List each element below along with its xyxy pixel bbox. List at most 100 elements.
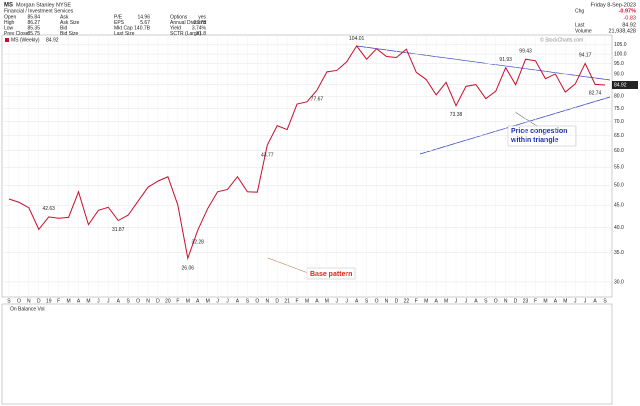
x-tick-label: D <box>395 298 399 304</box>
price-line <box>8 45 606 261</box>
triangle-note: within triangle <box>510 137 559 144</box>
change: -0.83 <box>623 15 636 21</box>
stat-label: Prev Close <box>4 31 29 37</box>
x-tick-label: O <box>136 298 140 304</box>
volume: 21,938,428 <box>608 28 636 34</box>
y-tick-label: 100.0 <box>614 51 627 57</box>
stat-label: Ask <box>60 14 69 20</box>
stat-label: Annual Dividend <box>170 20 207 26</box>
arrow <box>267 257 309 274</box>
x-tick-label: N <box>385 298 389 304</box>
legend-value: 84.92 <box>46 37 59 43</box>
x-tick-label: M <box>66 298 70 304</box>
y-tick-label: 30.0 <box>614 279 624 285</box>
stat-value: 85.75 <box>27 31 40 37</box>
x-tick-label: J <box>345 298 348 304</box>
lower-panel <box>1 303 613 405</box>
last-price: 84.92 <box>614 82 627 88</box>
sector: Financial / Investment Services <box>4 8 74 14</box>
legend-name: MS (Weekly) <box>11 37 40 43</box>
x-tick-label: A <box>117 298 121 304</box>
x-tick-label: 22 <box>404 298 410 304</box>
y-tick-label: 105.0 <box>614 42 627 48</box>
x-tick-label: A <box>554 298 558 304</box>
credit: © StockCharts.com <box>540 36 583 43</box>
stat-value: 3.175 <box>193 20 206 26</box>
y-tick-label: 35.0 <box>614 250 624 256</box>
volume-label: Volume <box>575 28 592 34</box>
x-tick-label: M <box>563 298 567 304</box>
x-tick-label: 21 <box>284 298 290 304</box>
x-tick-label: J <box>216 298 219 304</box>
stat-value: yes <box>198 14 206 20</box>
stat-label: SCTR (Large) <box>170 31 201 37</box>
y-tick-label: 60.0 <box>614 148 624 154</box>
y-tick-label: 45.0 <box>614 203 624 209</box>
arrow <box>514 111 541 129</box>
x-tick-label: J <box>574 298 577 304</box>
x-tick-label: O <box>17 298 21 304</box>
last-label: Last <box>575 22 585 28</box>
x-tick-label: A <box>355 298 359 304</box>
triangle-box <box>507 125 577 147</box>
stat-value: 31.8 <box>196 31 206 37</box>
stat-label: EPS <box>114 20 125 26</box>
stat-label: Last Size <box>114 31 135 37</box>
x-tick-label: J <box>455 298 458 304</box>
x-tick-label: S <box>603 298 607 304</box>
stat-value: 86.27 <box>27 20 40 26</box>
x-tick-label: S <box>484 298 488 304</box>
x-tick-label: M <box>424 298 428 304</box>
x-tick-label: M <box>86 298 90 304</box>
price-label: 82.74 <box>589 91 602 97</box>
stat-value: 140.7B <box>134 25 151 31</box>
x-tick-label: O <box>494 298 498 304</box>
price-label: 104.01 <box>349 36 365 42</box>
y-tick-label: 75.0 <box>614 106 624 112</box>
chg-label: Chg <box>575 8 584 14</box>
price-label: 32.28 <box>191 240 204 246</box>
price-label: 31.87 <box>112 227 125 233</box>
x-tick-label: O <box>255 298 259 304</box>
x-tick-label: M <box>305 298 309 304</box>
triangle-note: Price congestion <box>511 128 567 135</box>
price-label: 99.43 <box>519 49 532 55</box>
price-label: 26.06 <box>182 266 195 272</box>
stat-label: P/E <box>114 14 123 20</box>
x-tick-label: M <box>186 298 190 304</box>
x-tick-label: F <box>176 298 179 304</box>
triangle-lower <box>419 96 611 155</box>
x-tick-label: D <box>156 298 160 304</box>
y-tick-label: 80.0 <box>614 94 624 100</box>
x-tick-label: J <box>226 298 229 304</box>
x-tick-label: 19 <box>46 298 52 304</box>
x-tick-label: F <box>534 298 537 304</box>
x-tick-label: J <box>336 298 339 304</box>
x-tick-label: A <box>196 298 200 304</box>
x-tick-label: 20 <box>165 298 171 304</box>
stat-label: Open <box>4 14 16 20</box>
stat-value: 14.96 <box>137 14 150 20</box>
stat-label: Bid <box>60 25 67 31</box>
x-tick-label: N <box>504 298 508 304</box>
x-tick-label: F <box>296 298 299 304</box>
x-tick-label: D <box>275 298 279 304</box>
x-tick-label: J <box>107 298 110 304</box>
x-tick-label: A <box>236 298 240 304</box>
x-tick-label: N <box>265 298 269 304</box>
x-tick-label: M <box>543 298 547 304</box>
x-tick-label: S <box>246 298 250 304</box>
last: 84.92 <box>622 22 636 28</box>
price-label: 77.67 <box>311 97 324 103</box>
price-label: 43.77 <box>261 152 274 158</box>
x-tick-label: A <box>593 298 597 304</box>
stat-label: Yield <box>170 25 181 31</box>
stat-label: Mkt Cap <box>114 25 133 31</box>
x-tick-label: N <box>27 298 31 304</box>
x-tick-label: J <box>584 298 587 304</box>
x-tick-label: O <box>375 298 379 304</box>
x-tick-label: S <box>127 298 131 304</box>
x-tick-label: F <box>415 298 418 304</box>
